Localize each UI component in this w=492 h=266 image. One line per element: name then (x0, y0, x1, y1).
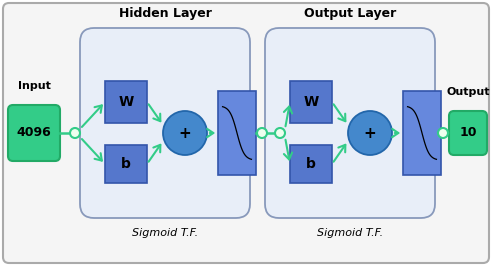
FancyBboxPatch shape (80, 28, 250, 218)
Text: +: + (364, 126, 376, 140)
Text: Input: Input (18, 81, 51, 91)
Bar (105, 145, 147, 183)
Text: 10: 10 (459, 127, 477, 139)
Text: 4096: 4096 (17, 127, 51, 139)
Text: Sigmoid T.F.: Sigmoid T.F. (132, 228, 198, 238)
Text: +: + (179, 126, 191, 140)
Bar (403, 91, 441, 175)
Circle shape (70, 128, 80, 138)
Circle shape (348, 111, 392, 155)
Text: Hidden Layer: Hidden Layer (119, 7, 212, 20)
Text: W: W (119, 95, 134, 109)
Text: Sigmoid T.F.: Sigmoid T.F. (317, 228, 383, 238)
Text: b: b (306, 157, 316, 171)
Bar (290, 81, 332, 123)
FancyBboxPatch shape (8, 105, 60, 161)
Text: b: b (121, 157, 131, 171)
FancyBboxPatch shape (3, 3, 489, 263)
Text: Output Layer: Output Layer (304, 7, 396, 20)
FancyBboxPatch shape (449, 111, 487, 155)
Circle shape (438, 128, 448, 138)
Text: Output: Output (446, 87, 490, 97)
Circle shape (275, 128, 285, 138)
Text: W: W (304, 95, 319, 109)
Bar (290, 145, 332, 183)
Circle shape (257, 128, 267, 138)
Bar (105, 81, 147, 123)
Circle shape (163, 111, 207, 155)
FancyBboxPatch shape (265, 28, 435, 218)
Bar (218, 91, 256, 175)
